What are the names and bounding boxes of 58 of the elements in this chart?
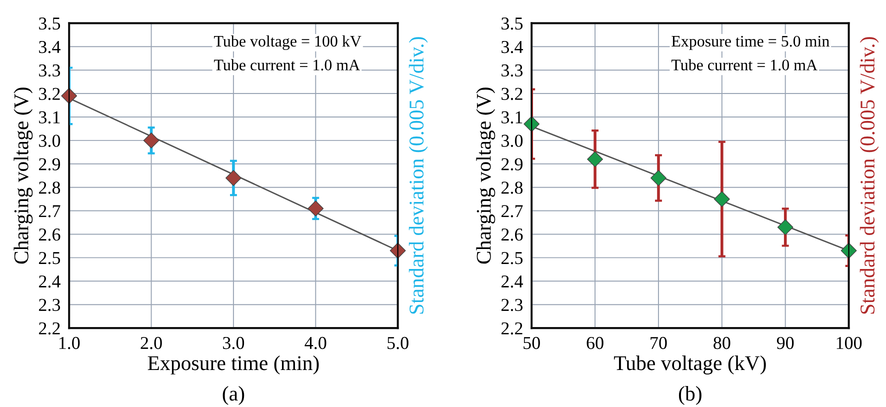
y-tick-label: 2.5 <box>39 252 60 264</box>
x-tick-label: 90 <box>776 336 794 350</box>
y2-axis-title: Standard deviation (0.005 V/div.) <box>860 37 879 314</box>
annotation: Tube current = 1.0 mA <box>671 59 818 70</box>
y-tick-label: 3.1 <box>39 111 60 124</box>
y-tick-label: 3.4 <box>502 40 523 54</box>
y-tick-label: 2.7 <box>39 205 60 218</box>
text: (a) <box>222 386 244 405</box>
y-tick-label: 3.5 <box>39 18 60 30</box>
point <box>226 170 242 186</box>
y-tick-label: 3.1 <box>502 111 522 124</box>
point <box>714 191 730 208</box>
y-tick-label: 2.3 <box>501 298 523 312</box>
y-tick-label: 2.8 <box>39 182 60 194</box>
y-tick-label: 2.9 <box>501 158 523 170</box>
annotation: Tube current = 1.0 mA <box>214 59 360 70</box>
y-tick-label: 2.6 <box>39 228 60 241</box>
point <box>587 151 603 168</box>
y-tick-label: 2.4 <box>39 275 60 288</box>
y-tick-label: 2.4 <box>501 275 523 288</box>
y-tick-label: 2.9 <box>39 158 60 170</box>
x-axis-title: Tube voltage (kV) <box>614 356 766 374</box>
y2-axis-title: Standard deviation (0.005 V/div.) <box>408 37 428 314</box>
y-tick-label: 3.0 <box>502 134 523 147</box>
x-tick-label: 100 <box>836 336 862 350</box>
annotation: Tube voltage = 100 kV <box>214 35 362 50</box>
annotation: Exposure time = 5.0 min <box>672 36 830 50</box>
y-tick-label: 3.0 <box>39 134 60 147</box>
point <box>777 219 794 236</box>
y-tick-label: 2.2 <box>39 322 60 335</box>
x-tick-label: 2.0 <box>140 336 162 350</box>
y-tick-label: 3.5 <box>502 18 523 30</box>
y-axis-title: Charging voltage (V) <box>476 88 496 264</box>
text: (b) <box>678 386 702 405</box>
y-tick-label: 2.7 <box>501 205 523 218</box>
y-tick-label: 2.3 <box>39 298 60 312</box>
x-tick-label: 60 <box>586 336 604 350</box>
y-tick-label: 3.2 <box>39 88 60 100</box>
point <box>650 170 666 186</box>
y-tick-label: 3.3 <box>39 64 60 77</box>
y-tick-label: 3.4 <box>39 40 60 54</box>
y-tick-label: 2.2 <box>501 322 522 335</box>
y-tick-label: 2.8 <box>501 182 523 194</box>
x-tick-label: 1.0 <box>59 336 80 350</box>
x-tick-label: 70 <box>650 336 667 350</box>
y-tick-label: 2.6 <box>501 228 523 241</box>
x-tick-label: 4.0 <box>304 336 326 350</box>
point <box>143 132 160 148</box>
y-axis-title: Charging voltage (V) <box>14 88 33 264</box>
x-tick-label: 5.0 <box>388 336 408 350</box>
y-tick-label: 3.2 <box>502 88 522 100</box>
x-axis-title: Exposure time (min) <box>148 356 319 374</box>
x-tick-label: 80 <box>714 336 730 350</box>
y-tick-label: 3.3 <box>502 64 523 77</box>
x-tick-label: 3.0 <box>223 336 244 350</box>
y-tick-label: 2.5 <box>501 252 523 264</box>
point <box>308 200 324 216</box>
x-tick-label: 50 <box>524 336 540 350</box>
